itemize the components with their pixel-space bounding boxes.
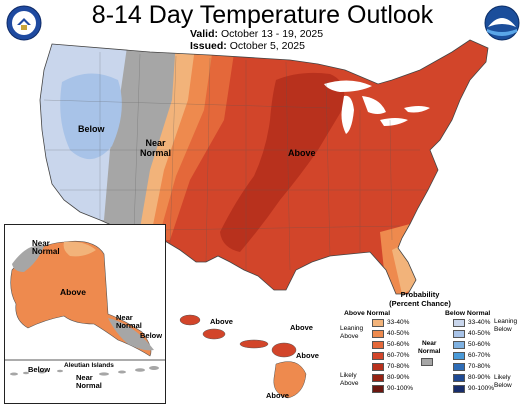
valid-dates: October 13 - 19, 2025 (220, 28, 324, 40)
region-below-40-50 (60, 73, 122, 160)
legend-leaning-below: Leaning Below (494, 318, 518, 333)
legend-above-row: 40-50% (372, 329, 413, 339)
label-conus-below: Below (78, 124, 105, 134)
legend-above-row: 90-100% (372, 384, 413, 394)
commerce-seal-icon (6, 5, 42, 46)
label-aleutian-near: Near Normal (76, 373, 102, 390)
legend-leaning-above: Leaning Above (340, 325, 364, 340)
legend-below-head: Below Normal (445, 310, 491, 317)
legend-above-row: 80-90% (372, 373, 413, 383)
alaska-inset (4, 224, 166, 404)
legend-below-row: 70-80% (453, 362, 494, 372)
label-alaska-near: Near Normal (32, 239, 60, 256)
label-conus-near: Near Normal (140, 138, 172, 158)
region-alaska-near-se (108, 318, 154, 351)
legend-below-bin-label: 90-100% (468, 385, 495, 392)
label-hawaii-above-2: Above (290, 323, 313, 332)
label-hawaii-above-4: Above (266, 391, 289, 400)
legend-below-row: 60-70% (453, 351, 494, 361)
label-alaska-near-se: Near Normal (116, 313, 142, 330)
island-hawaii (273, 361, 307, 399)
legend-below-row: 33-40% (453, 318, 494, 328)
legend-above-bin-label: 90-100% (387, 385, 414, 392)
legend-below-column: 33-40% 40-50% 50-60% 60-70% 70-80% 80-90% 90-1… (453, 318, 494, 395)
region-alaska-above-light (63, 241, 96, 257)
legend-above-swatch (372, 341, 384, 349)
valid-line: Valid: October 13 - 19, 2025 (190, 28, 323, 41)
legend-below-swatch (453, 363, 465, 371)
label-conus-above: Above (288, 148, 316, 158)
legend-above-row: 70-80% (372, 362, 413, 372)
legend-above-bin-label: 70-80% (387, 363, 410, 370)
island-maui (271, 342, 297, 358)
legend-below-swatch (453, 330, 465, 338)
island-oahu (202, 328, 226, 340)
legend-above-column: 33-40% 40-50% 50-60% 60-70% 70-80% 80-90% 90-1… (372, 318, 413, 395)
hawaii-map (179, 314, 307, 399)
legend-above-bin-label: 33-40% (387, 319, 410, 326)
legend-title: Probability (Percent Chance) (389, 290, 451, 308)
legend-above-row: 50-60% (372, 340, 413, 350)
label-aleutian-title: Aleutian Islands (64, 362, 114, 369)
legend-above-bin-label: 80-90% (387, 374, 410, 381)
legend-below-swatch (453, 341, 465, 349)
legend-above-swatch (372, 352, 384, 360)
legend-above-row: 60-70% (372, 351, 413, 361)
legend-below-bin-label: 50-60% (468, 341, 491, 348)
legend-above-bin-label: 60-70% (387, 352, 410, 359)
legend-above-swatch (372, 385, 384, 393)
legend-above-swatch (372, 363, 384, 371)
great-lakes (324, 80, 430, 134)
legend-above-bin-label: 40-50% (387, 330, 410, 337)
legend-near-swatch (421, 358, 433, 366)
legend-above-swatch (372, 319, 384, 327)
aleutian-chain (10, 366, 159, 376)
legend-below-row: 40-50% (453, 329, 494, 339)
legend-below-row: 80-90% (453, 373, 494, 383)
label-hawaii-above-3: Above (296, 351, 319, 360)
legend-likely-above: Likely Above (340, 372, 359, 387)
legend-below-bin-label: 70-80% (468, 363, 491, 370)
state-borders (43, 52, 428, 271)
island-molokai (239, 339, 269, 349)
legend-below-swatch (453, 385, 465, 393)
legend-below-swatch (453, 352, 465, 360)
legend-near-head: Near Normal (418, 340, 441, 355)
issued-date: October 5, 2025 (229, 40, 305, 52)
legend-above-bin-label: 50-60% (387, 341, 410, 348)
label-hawaii-above-1: Above (210, 317, 233, 326)
legend-likely-below: Likely Below (494, 374, 512, 389)
legend-above-head: Above Normal (344, 310, 391, 317)
label-alaska-below-se: Below (140, 331, 163, 340)
region-alaska-near (12, 245, 44, 272)
island-kauai (179, 314, 201, 326)
legend-below-bin-label: 33-40% (468, 319, 491, 326)
legend-below-row: 50-60% (453, 340, 494, 350)
legend-below-bin-label: 80-90% (468, 374, 491, 381)
page-title: 8-14 Day Temperature Outlook (91, 1, 434, 29)
region-above-70-80 (220, 72, 345, 252)
label-alaska-above: Above (60, 287, 86, 297)
legend-below-bin-label: 60-70% (468, 352, 491, 359)
label-aleutian-below: Below (28, 365, 51, 374)
legend-above-swatch (372, 330, 384, 338)
legend-below-swatch (453, 319, 465, 327)
legend-above-swatch (372, 374, 384, 382)
issued-label: Issued: (190, 40, 227, 52)
legend-below-row: 90-100% (453, 384, 494, 394)
legend-above-row: 33-40% (372, 318, 413, 328)
issued-line: Issued: October 5, 2025 (190, 40, 305, 53)
valid-label: Valid: (190, 28, 219, 40)
legend-below-swatch (453, 374, 465, 382)
noaa-logo-icon (484, 5, 520, 46)
legend-below-bin-label: 40-50% (468, 330, 491, 337)
